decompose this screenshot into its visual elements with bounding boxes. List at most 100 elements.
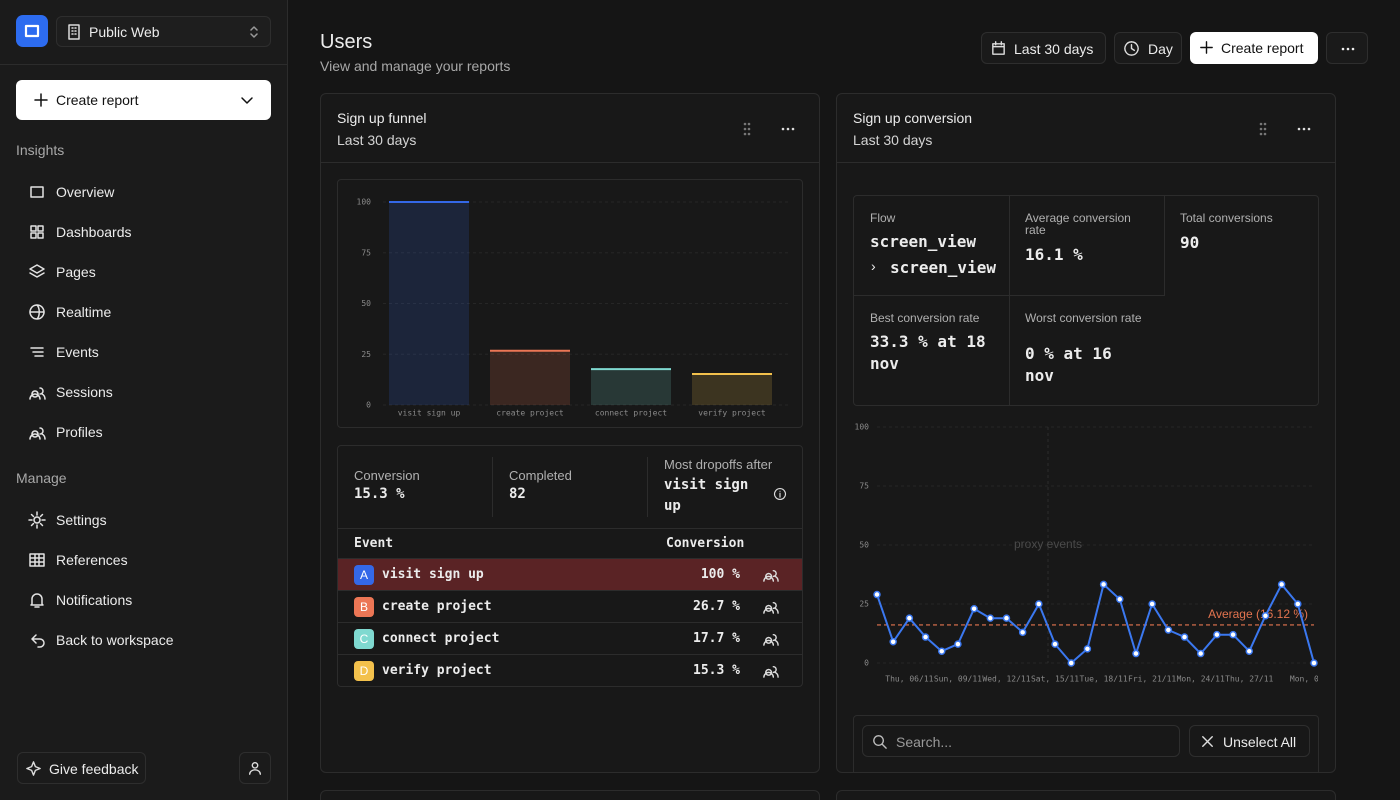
nav-item[interactable]: Settings [16, 502, 271, 538]
data-point [1002, 614, 1011, 622]
card-subtitle: Last 30 days [337, 132, 417, 148]
interval-button[interactable]: Day [1114, 32, 1182, 64]
event-name: connect project [382, 631, 500, 646]
icon-layers [29, 264, 45, 278]
grid-divider [854, 295, 1164, 296]
data-point [889, 638, 897, 646]
data-point [970, 604, 978, 613]
data-point [986, 614, 995, 622]
stat-value: 0 % at 16 nov [1025, 344, 1112, 385]
x-tick-label: Mon, 24/11 [1177, 675, 1225, 684]
nav-label: References [56, 552, 128, 568]
stat-value: screen_view [870, 232, 976, 251]
icon-dots [781, 127, 795, 131]
data-point [921, 633, 930, 641]
icon-drag [1259, 122, 1267, 136]
stat-divider [492, 457, 493, 517]
step-letter: D [359, 664, 369, 678]
funnel-chart-box: 0 25 50 75 100 visit sign up create project con… [337, 179, 803, 428]
nav-label: Overview [56, 184, 115, 200]
icon-drag [743, 122, 751, 136]
data-point [1196, 649, 1205, 658]
create-report-header-button[interactable]: Create report [1190, 32, 1318, 64]
icon-bell [30, 593, 44, 608]
stat-value: 33.3 % at 18 nov [870, 332, 986, 373]
y-tick-label: 75 [361, 248, 371, 257]
y-tick-label: 100 [855, 423, 870, 432]
x-tick-label: Tue, 18/11 [1080, 675, 1128, 684]
page-subtitle: View and manage your reports [320, 58, 511, 74]
nav-item[interactable]: References [16, 542, 271, 578]
sidebar-divider [0, 64, 288, 65]
icon-path [763, 666, 779, 678]
data-point [1164, 626, 1173, 634]
nav-item[interactable]: Overview [16, 174, 271, 210]
data-point [1229, 630, 1237, 639]
x-tick-label: Mon, 01/12 [1290, 675, 1318, 684]
create-report-label: Create report [56, 92, 139, 108]
interval-label: Day [1148, 41, 1173, 57]
stat-label: Flow [870, 211, 896, 225]
data-point [1294, 600, 1302, 608]
icon-path [1200, 41, 1213, 54]
create-report-button[interactable]: Create report [16, 80, 271, 120]
grid-divider [1164, 196, 1165, 296]
data-point [954, 640, 962, 648]
nav-label: Profiles [56, 424, 103, 440]
event-conversion: 15.3 % [693, 663, 740, 678]
bar [692, 373, 772, 405]
sidebar: Public Web Create report Insights Overview D… [0, 0, 288, 800]
workspace-selector[interactable]: Public Web [56, 16, 271, 47]
data-point [1310, 659, 1318, 667]
data-point [1245, 647, 1254, 655]
nav-item[interactable]: Notifications [16, 582, 271, 618]
table-header: Event [354, 536, 394, 551]
icon-path [249, 762, 261, 775]
search-input[interactable]: Search... [862, 725, 1180, 757]
icon-users [763, 570, 779, 582]
icon-lines [30, 347, 44, 357]
nav-item[interactable]: Sessions [16, 374, 271, 410]
icon-plus [1200, 41, 1213, 54]
data-point [873, 590, 881, 599]
icon-building [68, 24, 80, 40]
nav-item[interactable]: Events [16, 334, 271, 370]
card-menu[interactable] [1293, 118, 1315, 140]
stat-label: Completed [509, 468, 572, 483]
icon-chevron [241, 97, 253, 104]
feedback-button[interactable]: Give feedback [17, 752, 146, 784]
unselect-button[interactable]: Unselect All [1189, 725, 1310, 757]
section-title: Insights [16, 142, 65, 158]
icon-path [28, 511, 46, 529]
icon-users [29, 387, 46, 400]
event-name: verify project [382, 663, 492, 678]
nav-item[interactable]: Profiles [16, 414, 271, 450]
nav-label: Sessions [56, 384, 113, 400]
more-button[interactable] [1326, 32, 1368, 64]
nav-label: Realtime [56, 304, 112, 320]
x-tick-label: Sat, 15/11 [1031, 675, 1079, 684]
bar [490, 350, 570, 405]
icon-path [992, 41, 1005, 55]
icon-spark [26, 761, 41, 776]
nav-item[interactable]: Realtime [16, 294, 271, 330]
data-point [1213, 630, 1221, 639]
nav-label: Back to workspace [56, 632, 174, 648]
nav-item[interactable]: Dashboards [16, 214, 271, 250]
icon-path [30, 225, 44, 239]
x-tick-label: visit sign up [398, 409, 461, 418]
conversion-stats: Flow screen_view › screen_view Average conve… [853, 195, 1319, 406]
range-button[interactable]: Last 30 days [981, 32, 1106, 64]
data-point [905, 614, 914, 622]
nav-item[interactable]: Pages [16, 254, 271, 290]
x-tick-label: connect project [595, 409, 667, 418]
nav-label: Notifications [56, 592, 133, 608]
y-tick-label: 25 [859, 600, 869, 609]
card-menu[interactable] [777, 118, 799, 140]
user-button[interactable] [239, 752, 271, 784]
nav-item[interactable]: Back to workspace [16, 622, 271, 658]
